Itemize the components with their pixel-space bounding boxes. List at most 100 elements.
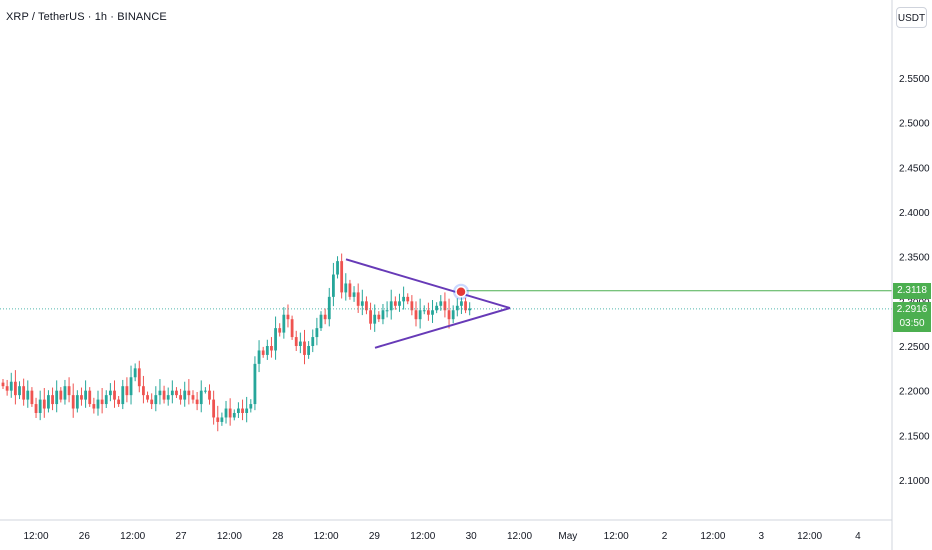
candle-body	[125, 386, 129, 396]
candle	[166, 387, 170, 406]
time-tick-label: 2	[662, 531, 668, 542]
candle-body	[1, 382, 5, 387]
marker-dot-icon	[455, 286, 467, 298]
candle-body	[208, 390, 211, 400]
candle	[360, 289, 364, 316]
candle-body	[59, 390, 63, 400]
candle-body	[455, 305, 459, 311]
candle-body	[150, 399, 154, 405]
candle	[30, 387, 34, 407]
time-tick-label: 4	[855, 531, 861, 542]
candle-body	[237, 408, 240, 413]
candle	[150, 393, 154, 410]
candle	[71, 383, 75, 418]
candle-body	[447, 310, 451, 320]
candle	[104, 390, 108, 408]
candle-body	[179, 395, 182, 400]
candle	[406, 293, 410, 305]
candle-body	[340, 261, 344, 293]
candle	[451, 305, 455, 324]
candle	[80, 387, 83, 406]
candle-body	[5, 386, 9, 391]
candle-body	[80, 395, 83, 400]
candle-body	[303, 341, 306, 355]
candle	[282, 307, 286, 339]
candle	[191, 390, 195, 404]
candle-body	[332, 274, 335, 297]
candle-body	[175, 390, 178, 396]
candle-body	[22, 386, 26, 400]
candle-body	[451, 310, 455, 320]
time-tick-label: 12:00	[120, 531, 145, 542]
candle	[96, 390, 100, 416]
candle-body	[369, 310, 372, 324]
candle-body	[385, 310, 389, 312]
candle	[261, 346, 265, 358]
candle	[373, 304, 377, 332]
candle	[298, 332, 302, 354]
candle	[224, 400, 228, 424]
candle	[278, 323, 282, 337]
candle	[303, 329, 306, 365]
candle-body	[84, 390, 87, 400]
candle-body	[104, 395, 108, 405]
candle-body	[224, 408, 228, 418]
time-tick-label: 12:00	[217, 531, 242, 542]
candle	[133, 363, 137, 382]
candle	[51, 387, 54, 411]
candle-body	[216, 417, 220, 422]
candle	[464, 297, 467, 314]
candle-body	[108, 390, 112, 396]
time-tick-label: 12:00	[700, 531, 725, 542]
candle-body	[282, 314, 286, 333]
candle-body	[183, 390, 187, 400]
candle	[439, 295, 443, 311]
time-tick-label: 12:00	[314, 531, 339, 542]
candle	[162, 385, 166, 404]
candle	[352, 286, 356, 302]
candle	[319, 311, 323, 331]
candle	[348, 279, 352, 300]
candle	[377, 311, 381, 323]
candle-body	[158, 390, 162, 396]
candle	[414, 301, 418, 327]
time-tick-label: 12:00	[797, 531, 822, 542]
candle	[455, 298, 459, 317]
candle	[228, 398, 232, 426]
candle	[294, 330, 298, 352]
candle	[369, 302, 372, 330]
currency-button[interactable]: USDT	[896, 7, 927, 28]
time-tick-label: 12:00	[604, 531, 629, 542]
candle-body	[418, 310, 422, 320]
candle	[203, 387, 207, 394]
candle	[426, 302, 430, 321]
candle-body	[327, 296, 331, 320]
candle-body	[75, 395, 79, 409]
candle	[245, 396, 249, 423]
candle	[290, 315, 294, 340]
candle-body	[67, 386, 71, 396]
candle	[323, 308, 327, 325]
time-tick-label: May	[558, 531, 577, 542]
candle	[92, 397, 96, 414]
candle	[249, 399, 253, 413]
current-price-label: 2.2916 03:50	[893, 302, 931, 332]
candle	[183, 381, 187, 407]
time-tick-label: 26	[79, 531, 91, 542]
candle	[212, 390, 216, 425]
candle	[67, 377, 71, 403]
candle-body	[34, 404, 38, 413]
candle-body	[426, 310, 430, 315]
candle	[257, 340, 261, 373]
price-tick-label: 2.5500	[899, 74, 930, 85]
candle-body	[30, 390, 34, 405]
candle-body	[373, 314, 377, 324]
candle-body	[195, 399, 199, 405]
candle-body	[319, 314, 323, 329]
candle	[393, 296, 397, 310]
time-tick-label: 27	[175, 531, 187, 542]
candle-body	[468, 308, 472, 311]
candle-body	[274, 328, 277, 351]
